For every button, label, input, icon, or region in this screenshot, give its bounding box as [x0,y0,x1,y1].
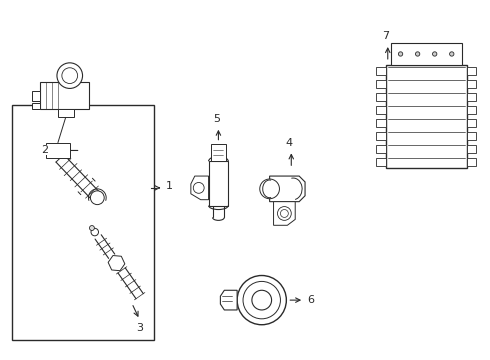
Circle shape [260,179,279,199]
Bar [466,132,476,140]
Circle shape [277,207,291,220]
Polygon shape [270,176,305,202]
Bar [391,43,462,65]
Polygon shape [191,176,209,200]
Circle shape [252,290,271,310]
Bar [12,105,154,339]
Text: 1: 1 [166,181,173,191]
Bar [376,119,386,127]
Polygon shape [273,202,295,225]
Bar [376,106,386,114]
Bar [386,65,466,168]
Circle shape [91,228,98,236]
Text: 7: 7 [382,31,390,41]
Polygon shape [58,109,74,117]
Bar [376,93,386,101]
Circle shape [398,52,403,56]
Text: 4: 4 [286,138,293,148]
Circle shape [62,68,77,84]
Bar [376,145,386,153]
Bar [466,93,476,101]
Bar [376,158,386,166]
Circle shape [416,52,420,56]
Bar [209,161,228,206]
Circle shape [194,183,204,193]
Text: 5: 5 [213,114,220,124]
Bar [211,144,226,161]
Bar [466,67,476,75]
Bar [466,145,476,153]
Bar [466,106,476,114]
Circle shape [90,226,95,230]
Polygon shape [32,91,40,101]
Bar [376,67,386,75]
Bar [46,143,70,158]
Circle shape [450,52,454,56]
Circle shape [57,63,82,89]
Text: 3: 3 [136,323,143,333]
Polygon shape [32,103,40,109]
Polygon shape [40,82,90,109]
Polygon shape [108,256,125,271]
Bar [466,158,476,166]
Text: 2: 2 [42,145,49,156]
Circle shape [237,275,286,325]
Bar [466,80,476,88]
Bar [466,119,476,127]
Circle shape [243,282,280,319]
Bar [376,80,386,88]
Bar [376,132,386,140]
Text: 6: 6 [307,295,314,305]
Circle shape [91,191,104,204]
Circle shape [433,52,437,56]
Circle shape [280,210,288,217]
Polygon shape [220,290,237,310]
